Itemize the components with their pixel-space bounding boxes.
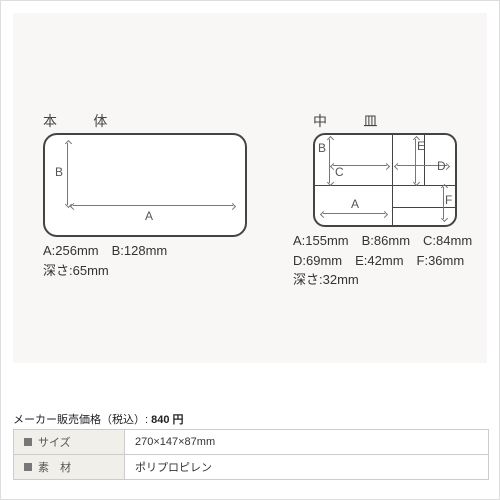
tray-spec-line2: D:69mm E:42mm F:36mm bbox=[293, 251, 493, 271]
price-label: メーカー販売価格（税込）: bbox=[13, 414, 148, 426]
table-row-header: サイズ bbox=[14, 430, 125, 455]
tray-dim-F-label: F bbox=[445, 193, 452, 207]
tray-dim-E-label: E bbox=[417, 139, 425, 153]
tray-divider-v1 bbox=[392, 135, 393, 225]
tray-title: 中 皿 bbox=[313, 111, 389, 131]
tray-dim-B-label: B bbox=[318, 141, 326, 155]
tray-spec-line3: 深さ:32mm bbox=[293, 270, 493, 290]
page: 本 体 B A A:256mm B:128mm 深さ:65mm 中 皿 A B bbox=[0, 0, 500, 500]
tray-shape: A B C D E F bbox=[313, 133, 457, 227]
tray-dim-E-arrow bbox=[415, 139, 416, 183]
figure-panel: 本 体 B A A:256mm B:128mm 深さ:65mm 中 皿 A B bbox=[13, 13, 487, 363]
table-row-header: 素 材 bbox=[14, 455, 125, 480]
spec-table: サイズ270×147×87mm素 材ポリプロピレン bbox=[13, 429, 489, 480]
tray-specs: A:155mm B:86mm C:84mm D:69mm E:42mm F:36… bbox=[293, 231, 493, 290]
tray-divider-h2 bbox=[392, 207, 455, 208]
tray-dim-A-label: A bbox=[351, 197, 359, 211]
tray-dim-D-label: D bbox=[437, 159, 446, 173]
main-body-specs: A:256mm B:128mm 深さ:65mm bbox=[43, 241, 253, 280]
price-value: 840 円 bbox=[151, 414, 183, 426]
tray-dim-C-label: C bbox=[335, 165, 344, 179]
main-body-shape: B A bbox=[43, 133, 247, 237]
table-row-value: ポリプロピレン bbox=[125, 455, 489, 480]
main-body-spec-line2: 深さ:65mm bbox=[43, 261, 253, 281]
table-row: サイズ270×147×87mm bbox=[14, 430, 489, 455]
tray-dim-A-arrow bbox=[323, 213, 385, 214]
bullet-icon bbox=[24, 463, 32, 471]
tray-spec-line1: A:155mm B:86mm C:84mm bbox=[293, 231, 493, 251]
main-body-dim-B-label: B bbox=[55, 165, 63, 179]
price-line: メーカー販売価格（税込）: 840 円 bbox=[13, 411, 184, 427]
main-body-spec-line1: A:256mm B:128mm bbox=[43, 241, 253, 261]
tray-dim-B-arrow bbox=[329, 139, 330, 183]
main-body-dim-B-arrow bbox=[67, 143, 68, 205]
main-body-title: 本 体 bbox=[43, 111, 119, 131]
tray-dim-F-arrow bbox=[443, 187, 444, 219]
bullet-icon bbox=[24, 438, 32, 446]
table-row-value: 270×147×87mm bbox=[125, 430, 489, 455]
main-body-dim-A-label: A bbox=[145, 209, 153, 223]
main-body-dim-A-arrow bbox=[73, 205, 233, 206]
tray-divider-h1 bbox=[315, 185, 455, 186]
table-row: 素 材ポリプロピレン bbox=[14, 455, 489, 480]
